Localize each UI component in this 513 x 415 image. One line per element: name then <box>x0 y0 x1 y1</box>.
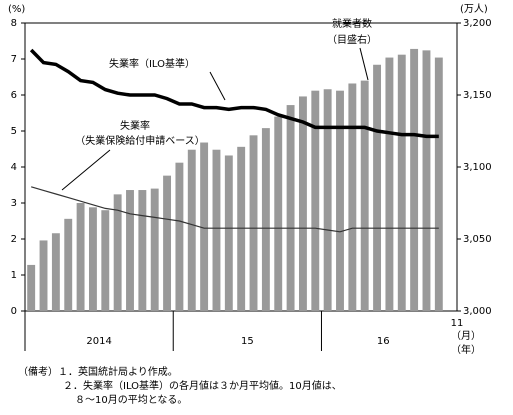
x-unit: （年） <box>451 343 481 356</box>
annotation: （目盛右） <box>327 33 377 46</box>
line <box>29 48 439 139</box>
x-end-label: 11 <box>451 318 464 329</box>
y2-tick-label: 3,200 <box>463 18 492 29</box>
bar <box>126 190 134 311</box>
y2-tick-label: 3,150 <box>463 90 492 101</box>
y-tick-label: 4 <box>11 162 17 173</box>
y-tick-label: 6 <box>11 90 17 101</box>
bar <box>27 264 36 311</box>
bar <box>397 54 406 312</box>
leader <box>61 149 111 191</box>
y2-tick-label: 3,050 <box>463 234 492 245</box>
y-unit: (%) <box>8 4 25 15</box>
bar <box>422 50 431 312</box>
bar <box>212 149 221 311</box>
bar <box>274 116 283 311</box>
y-tick-label: 8 <box>11 18 17 29</box>
bar <box>150 188 159 311</box>
bar <box>323 89 332 312</box>
bar <box>113 194 122 311</box>
bar <box>336 90 344 312</box>
bar <box>385 57 394 312</box>
bar <box>163 175 172 311</box>
bar <box>249 135 258 311</box>
bar <box>224 155 233 311</box>
note: ８～10月の平均となる。 <box>75 394 187 406</box>
y2-tick-label: 3,100 <box>463 162 492 173</box>
note: （備考）１．英国統計局より作成。 <box>18 365 178 378</box>
bar <box>360 80 369 311</box>
y-tick-label: 2 <box>11 234 17 245</box>
bar <box>64 218 73 311</box>
bar <box>261 128 270 311</box>
annotation: （失業保険給付申請ベース） <box>75 134 205 147</box>
bar <box>138 190 147 311</box>
bar <box>286 105 295 311</box>
bar <box>434 57 443 312</box>
bar <box>373 64 382 311</box>
bar <box>311 90 320 312</box>
line <box>31 186 439 233</box>
annotation: 失業率 <box>120 119 150 132</box>
bar <box>410 48 419 312</box>
x-group-label: 16 <box>377 336 390 347</box>
leader <box>359 47 369 81</box>
y-tick-label: 3 <box>11 198 17 209</box>
y-tick-label: 0 <box>11 306 17 317</box>
y-tick-label: 5 <box>11 126 17 137</box>
bar <box>200 142 209 311</box>
bar <box>187 149 196 311</box>
bar <box>39 240 48 311</box>
bar <box>101 210 110 311</box>
annotation: 失業率（ILO基準） <box>109 57 195 70</box>
y-tick-label: 1 <box>11 270 17 281</box>
bar <box>298 96 307 311</box>
bar <box>175 162 184 311</box>
bar <box>237 146 246 311</box>
bar <box>88 207 97 311</box>
x-unit: （月） <box>451 330 481 342</box>
y2-unit: (万人) <box>460 3 488 15</box>
note: ２．失業率（ILO基準）の各月値は３か月平均値。10月値は、 <box>63 379 342 392</box>
bar <box>76 203 85 311</box>
x-group-label: 15 <box>241 336 254 347</box>
y2-tick-label: 3,000 <box>463 306 492 317</box>
y-tick-label: 7 <box>11 54 17 65</box>
annotation: 就業者数 <box>332 17 372 30</box>
leader <box>209 71 226 101</box>
bar <box>348 83 357 311</box>
x-group-label: 2014 <box>86 336 111 347</box>
bar <box>51 233 60 311</box>
